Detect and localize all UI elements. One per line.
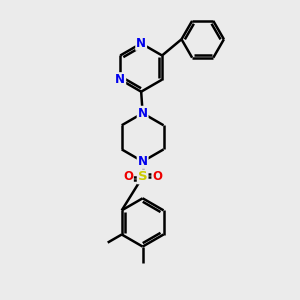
Text: N: N: [136, 37, 146, 50]
Text: N: N: [138, 155, 148, 168]
Text: O: O: [123, 170, 133, 183]
Text: N: N: [138, 107, 148, 120]
Text: S: S: [138, 170, 148, 183]
Text: O: O: [152, 170, 162, 183]
Text: N: N: [115, 73, 125, 86]
